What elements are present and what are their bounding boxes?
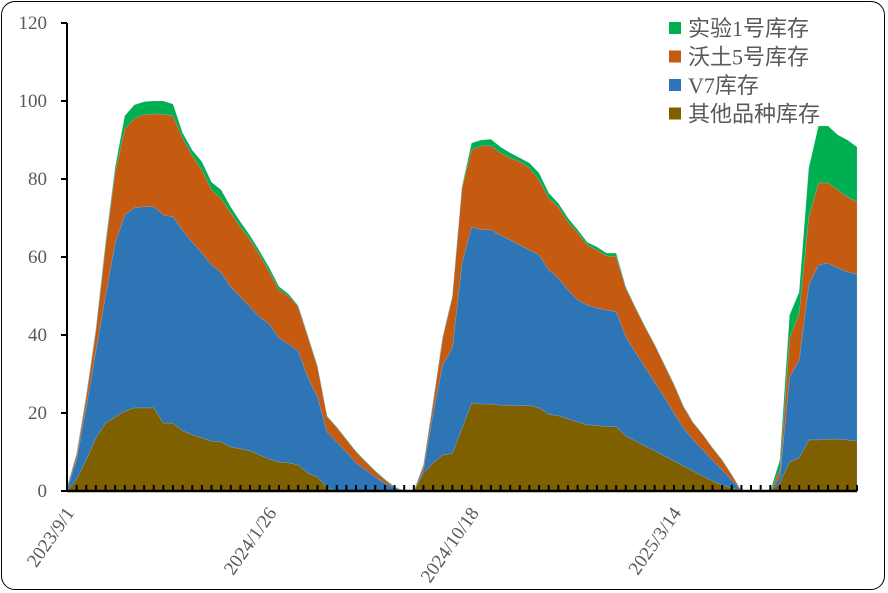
legend-label: 沃土5号库存: [688, 45, 809, 70]
legend-label: V7库存: [688, 73, 759, 98]
legend-swatch: [669, 50, 681, 63]
y-tick-label: 0: [38, 481, 48, 502]
area-series-3: [66, 100, 858, 492]
x-tick-label: 2023/9/1: [23, 504, 79, 571]
y-tick-label: 40: [28, 325, 47, 346]
legend-swatch: [669, 22, 681, 34]
legend-label: 实验1号库存: [688, 16, 809, 41]
y-tick-label: 60: [28, 247, 47, 268]
y-tick-label: 120: [19, 13, 48, 34]
legend-swatch: [669, 79, 681, 91]
x-tick-label: 2024/10/18: [417, 504, 484, 587]
x-tick-label: 2025/3/14: [625, 503, 687, 579]
areas: [66, 100, 858, 492]
y-tick-label: 20: [28, 403, 47, 424]
legend-swatch: [669, 107, 681, 120]
y-tick-label: 80: [28, 169, 47, 190]
y-tick-label: 100: [19, 91, 48, 112]
x-tick-label: 2024/1/26: [220, 504, 281, 579]
legend-label: 其他品种库存: [688, 102, 820, 127]
